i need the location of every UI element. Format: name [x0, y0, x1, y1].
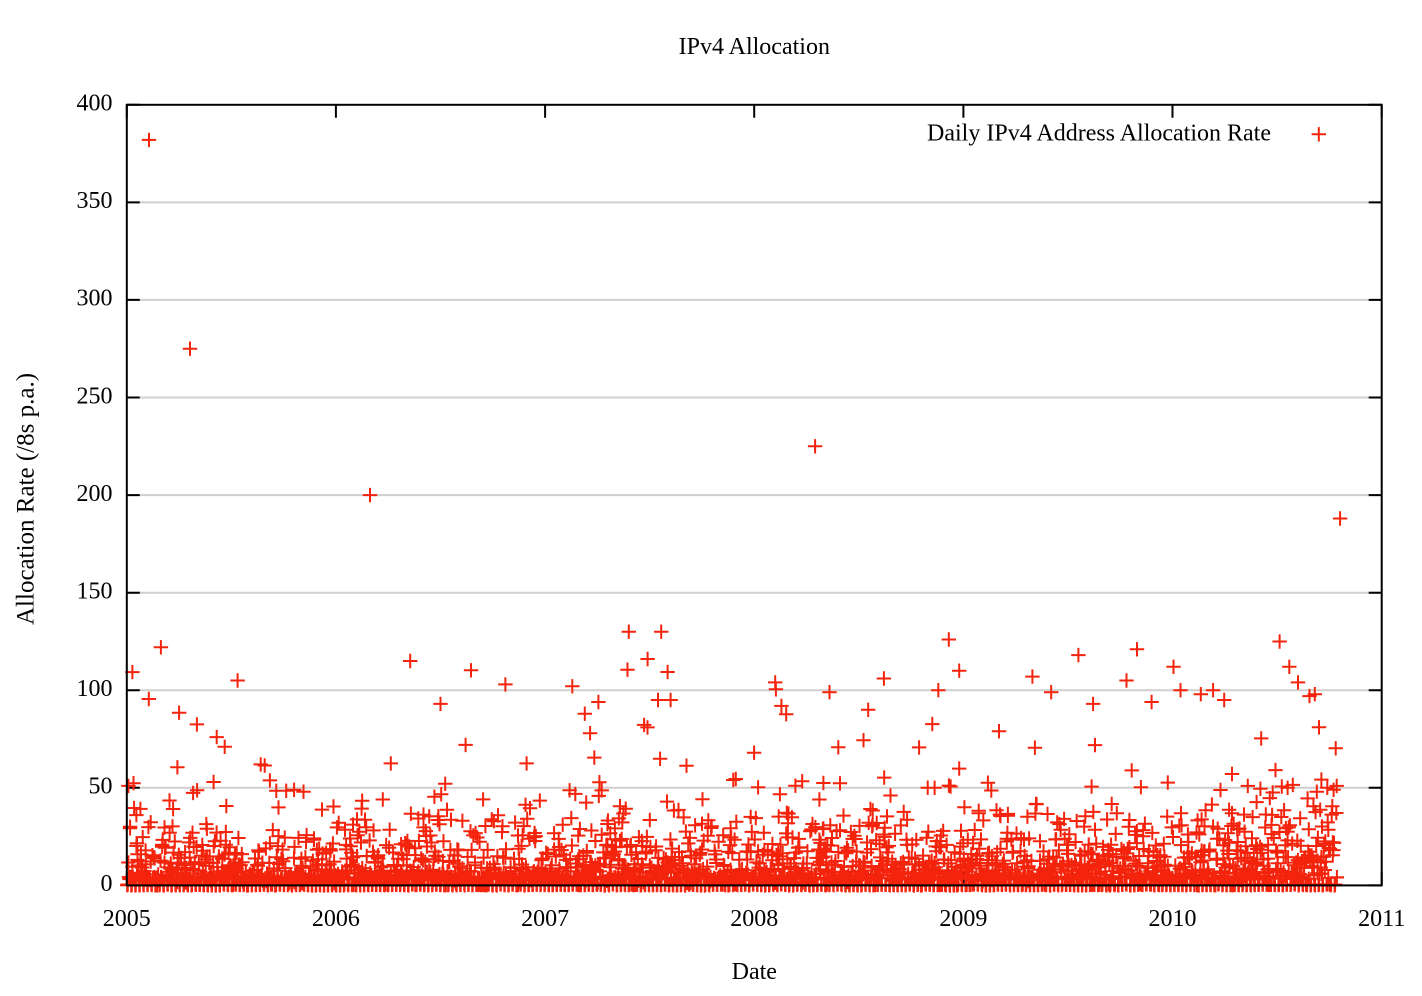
svg-text:100: 100	[77, 676, 113, 702]
svg-text:200: 200	[77, 481, 113, 507]
svg-text:50: 50	[89, 774, 113, 800]
svg-text:2006: 2006	[312, 906, 360, 932]
svg-text:2009: 2009	[939, 906, 987, 932]
svg-text:Date: Date	[732, 959, 777, 985]
svg-text:Allocation Rate (/8s p.a.): Allocation Rate (/8s p.a.)	[13, 373, 40, 625]
svg-text:250: 250	[77, 383, 113, 409]
svg-text:2008: 2008	[730, 906, 778, 932]
svg-text:2011: 2011	[1358, 906, 1405, 932]
svg-text:150: 150	[77, 579, 113, 605]
svg-text:2005: 2005	[103, 906, 151, 932]
svg-text:300: 300	[77, 286, 113, 312]
svg-text:2007: 2007	[521, 906, 569, 932]
svg-text:400: 400	[77, 91, 113, 117]
svg-text:2010: 2010	[1149, 906, 1197, 932]
svg-text:0: 0	[101, 871, 113, 897]
svg-text:350: 350	[77, 188, 113, 214]
svg-text:Daily IPv4 Address Allocation: Daily IPv4 Address Allocation Rate	[927, 120, 1271, 146]
svg-text:IPv4 Allocation: IPv4 Allocation	[679, 34, 830, 60]
